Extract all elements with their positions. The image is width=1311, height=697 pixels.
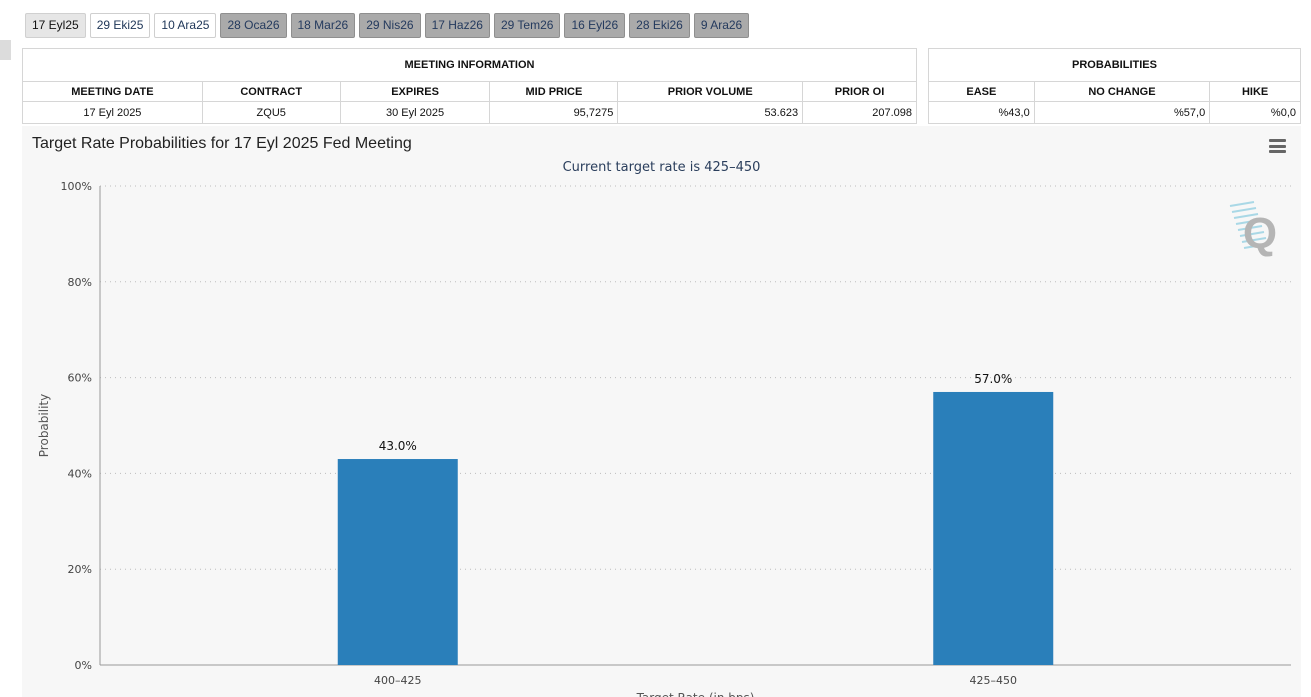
col-mid-price: MID PRICE <box>489 81 619 102</box>
probabilities-header: PROBABILITIES <box>928 48 1301 82</box>
hamburger-menu-icon[interactable] <box>1269 139 1286 153</box>
col-no-change: NO CHANGE <box>1033 81 1211 102</box>
x-tick-label: 400–425 <box>374 674 422 687</box>
col-expires: EXPIRES <box>339 81 491 102</box>
col-ease: EASE <box>928 81 1035 102</box>
y-tick-label: 0% <box>75 659 92 672</box>
col-prior-volume: PRIOR VOLUME <box>617 81 804 102</box>
tab-meeting-8[interactable]: 29 Tem26 <box>493 13 561 38</box>
cell-contract: ZQU5 <box>201 101 341 124</box>
cell-prior-oi: 207.098 <box>802 101 917 124</box>
y-tick-label: 20% <box>68 563 92 576</box>
tab-meeting-6[interactable]: 29 Nis26 <box>359 13 421 38</box>
tab-meeting-9[interactable]: 16 Eyl26 <box>564 13 626 38</box>
sidebar-toggle-handle[interactable] <box>0 40 11 60</box>
meeting-information-header: MEETING INFORMATION <box>22 48 917 82</box>
tab-meeting-4[interactable]: 28 Oca26 <box>220 13 287 38</box>
col-meeting-date: MEETING DATE <box>22 81 203 102</box>
tab-meeting-7[interactable]: 17 Haz26 <box>424 13 490 38</box>
tab-meeting-5[interactable]: 18 Mar26 <box>290 13 356 38</box>
table-row: %43,0 %57,0 %0,0 <box>928 101 1301 124</box>
y-tick-label: 40% <box>68 467 92 480</box>
col-hike: HIKE <box>1209 81 1301 102</box>
probabilities-table: PROBABILITIES EASE NO CHANGE HIKE %43,0 … <box>928 48 1301 124</box>
tab-meeting-3[interactable]: 10 Ara25 <box>154 13 217 38</box>
y-tick-label: 60% <box>68 372 92 385</box>
target-rate-chart: 0% 20% 40% 60% 80% 100% Probability Target Rate… <box>22 126 1301 697</box>
table-row: 17 Eyl 2025 ZQU5 30 Eyl 2025 95,7275 53.… <box>22 101 917 124</box>
x-tick-label: 425–450 <box>970 674 1018 687</box>
chart-subtitle: Current target rate is 425–450 <box>562 160 761 175</box>
x-axis-label: Target Rate (in bps) <box>636 691 755 697</box>
tab-meeting-10[interactable]: 28 Eki26 <box>629 13 690 38</box>
svg-text:Q: Q <box>1243 209 1277 258</box>
tab-meeting-11[interactable]: 9 Ara26 <box>693 13 750 38</box>
bar-425–450 <box>933 391 1054 665</box>
chart-plot: 0% 20% 40% 60% 80% 100% Probability Target Rate… <box>37 180 1291 697</box>
cell-expires: 30 Eyl 2025 <box>339 101 491 124</box>
q-logo-icon: Q <box>1229 201 1277 258</box>
data-label: 57.0% <box>974 372 1012 386</box>
meeting-information-table: MEETING INFORMATION MEETING DATE CONTRAC… <box>22 48 917 124</box>
cell-prior-volume: 53.623 <box>617 101 804 124</box>
cell-no-change: %57,0 <box>1033 101 1211 124</box>
data-label: 43.0% <box>379 439 417 453</box>
chart-title: Target Rate Probabilities for 17 Eyl 202… <box>32 135 412 152</box>
cell-hike: %0,0 <box>1209 101 1301 124</box>
y-tick-label: 100% <box>61 180 92 193</box>
tab-meeting-1[interactable]: 17 Eyl25 <box>25 13 86 38</box>
cell-meeting-date: 17 Eyl 2025 <box>22 101 203 124</box>
y-tick-label: 80% <box>68 276 92 289</box>
cell-mid-price: 95,7275 <box>489 101 619 124</box>
col-prior-oi: PRIOR OI <box>802 81 917 102</box>
tab-meeting-2[interactable]: 29 Eki25 <box>89 13 151 38</box>
y-axis-label: Probability <box>37 394 51 457</box>
cell-ease: %43,0 <box>928 101 1035 124</box>
col-contract: CONTRACT <box>201 81 341 102</box>
meeting-date-tabs: 17 Eyl25 29 Eki25 10 Ara25 28 Oca26 18 Mar26… <box>25 13 750 38</box>
bar-400–425 <box>337 459 458 665</box>
